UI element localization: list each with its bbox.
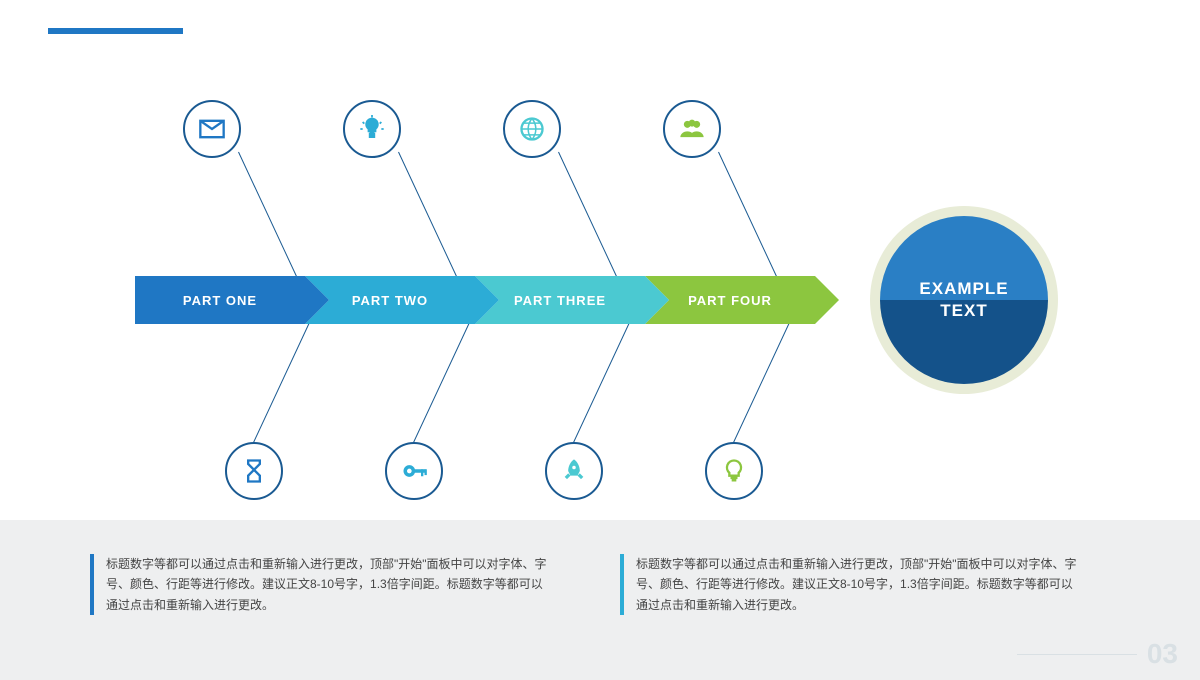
text-body: 标题数字等都可以通过点击和重新输入进行更改，顶部"开始"面板中可以对字体、字号、… — [636, 557, 1077, 612]
arrow-part-one: PART ONE — [135, 276, 305, 324]
arrow-part-four: PART FOUR — [645, 276, 815, 324]
arrow-label: PART THREE — [514, 293, 606, 308]
connector-line — [573, 316, 633, 443]
lightbulb-icon — [343, 100, 401, 158]
text-block-left: 标题数字等都可以通过点击和重新输入进行更改，顶部"开始"面板中可以对字体、字号、… — [90, 554, 550, 615]
arrow-chain: PART ONE PART TWO PART THREE PART FOUR — [135, 276, 815, 324]
connector-line — [238, 152, 298, 279]
text-body: 标题数字等都可以通过点击和重新输入进行更改，顶部"开始"面板中可以对字体、字号、… — [106, 557, 547, 612]
page-number: 03 — [1147, 638, 1178, 670]
connector-line — [733, 316, 793, 443]
rocket-icon — [545, 442, 603, 500]
connector-line — [718, 152, 778, 279]
bulb-outline-icon — [705, 442, 763, 500]
arrow-part-three: PART THREE — [475, 276, 645, 324]
end-circle: EXAMPLE TEXT — [880, 216, 1048, 384]
arrow-part-two: PART TWO — [305, 276, 475, 324]
people-icon — [663, 100, 721, 158]
fishbone-diagram: PART ONE PART TWO PART THREE PART FOUR E… — [0, 100, 1200, 500]
hourglass-icon — [225, 442, 283, 500]
accent-bar — [48, 28, 183, 34]
connector-line — [413, 316, 473, 443]
connector-line — [398, 152, 458, 279]
text-block-right: 标题数字等都可以通过点击和重新输入进行更改，顶部"开始"面板中可以对字体、字号、… — [620, 554, 1080, 615]
globe-icon — [503, 100, 561, 158]
key-icon — [385, 442, 443, 500]
connector-line — [253, 316, 313, 443]
envelope-icon — [183, 100, 241, 158]
arrow-label: PART TWO — [352, 293, 428, 308]
connector-line — [558, 152, 618, 279]
arrow-label: PART ONE — [183, 293, 257, 308]
arrow-label: PART FOUR — [688, 293, 772, 308]
end-circle-line2: TEXT — [919, 300, 1008, 322]
end-circle-line1: EXAMPLE — [919, 278, 1008, 300]
